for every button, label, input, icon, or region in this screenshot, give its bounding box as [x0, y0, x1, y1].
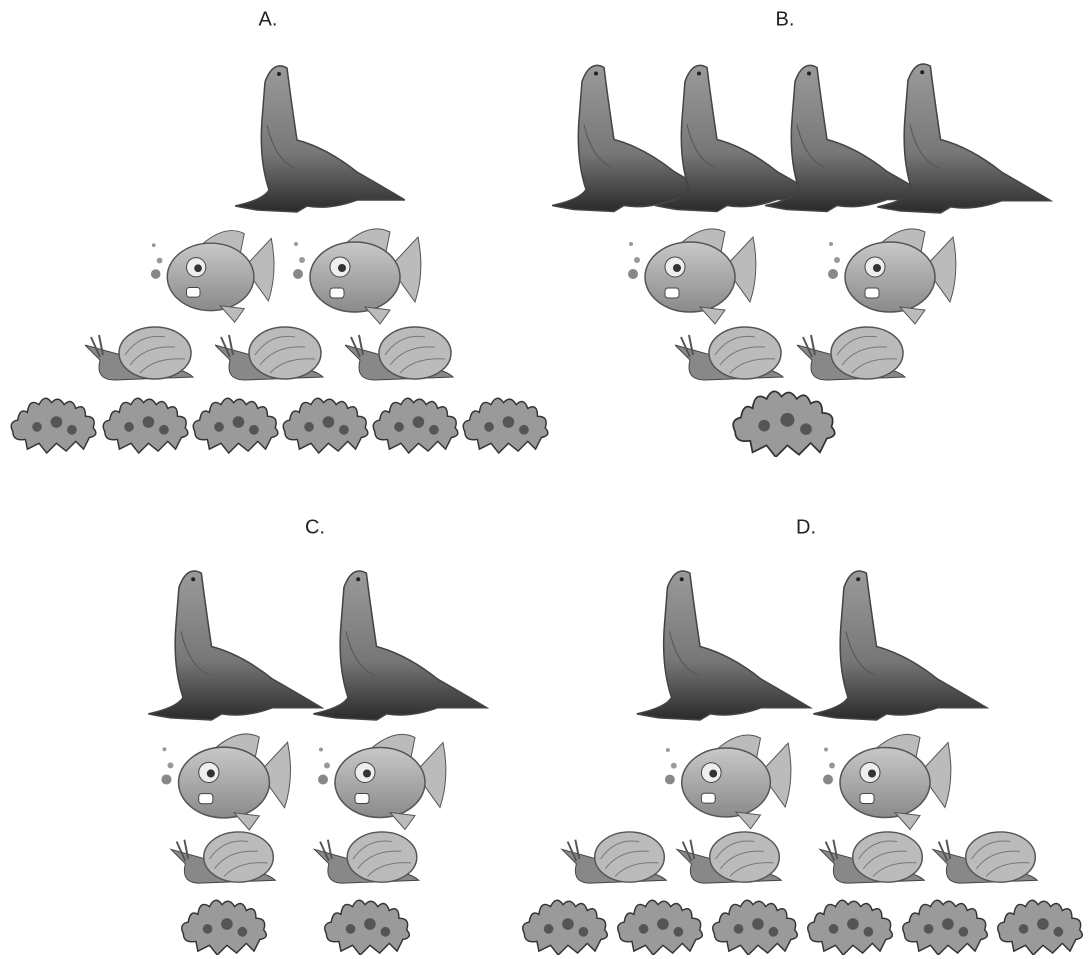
coral — [807, 899, 894, 955]
coral — [372, 397, 459, 454]
snail — [215, 326, 324, 381]
fish — [150, 229, 275, 323]
fish — [317, 733, 447, 831]
snail — [313, 830, 420, 885]
coral — [10, 397, 97, 454]
snail — [932, 830, 1039, 885]
snail — [797, 326, 906, 381]
coral — [102, 397, 189, 454]
snail — [675, 326, 784, 381]
coral — [192, 397, 279, 454]
panel-a — [10, 65, 549, 454]
snail — [675, 830, 783, 885]
fish — [292, 228, 422, 325]
snail — [85, 326, 194, 381]
snail — [818, 830, 926, 885]
panel-label: B. — [776, 8, 795, 30]
snail — [345, 326, 454, 381]
seal — [812, 570, 988, 721]
fish — [664, 734, 792, 830]
coral — [324, 899, 411, 955]
seal — [235, 65, 405, 213]
coral — [181, 899, 268, 955]
coral — [282, 397, 369, 454]
coral — [462, 397, 549, 454]
panel-label: C. — [305, 516, 325, 538]
panel-b — [552, 63, 1052, 457]
coral — [732, 390, 836, 457]
coral — [617, 899, 704, 955]
snail — [169, 830, 277, 885]
snail — [560, 830, 668, 885]
panel-label: A. — [259, 8, 278, 30]
panel-c — [147, 570, 488, 955]
fish — [627, 228, 757, 325]
panel-label: D. — [796, 516, 816, 538]
coral — [997, 899, 1084, 955]
seal — [147, 570, 323, 721]
fish — [160, 733, 292, 831]
seal — [636, 570, 811, 721]
fish — [822, 733, 952, 831]
coral — [712, 899, 799, 955]
fish — [827, 228, 957, 325]
seal — [312, 570, 488, 721]
panel-d — [522, 570, 1084, 955]
coral — [902, 899, 989, 955]
coral — [522, 899, 609, 955]
